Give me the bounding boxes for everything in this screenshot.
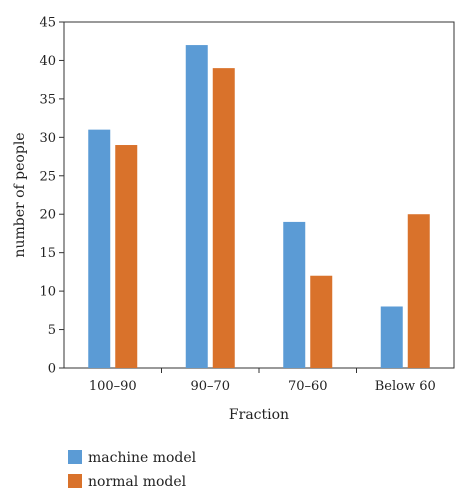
x-tick-label: 70–60 xyxy=(288,379,328,394)
bar-machine-model xyxy=(283,221,306,368)
legend: machine model normal model xyxy=(68,450,197,490)
bars xyxy=(88,45,430,369)
y-tick-label: 25 xyxy=(39,169,56,184)
x-tick-label: Below 60 xyxy=(375,379,436,394)
y-tick-label: 10 xyxy=(39,285,56,300)
bar-normal-model xyxy=(115,145,138,368)
y-tick-label: 30 xyxy=(39,131,56,146)
y-axis-title: number of people xyxy=(12,132,28,257)
y-tick-label: 40 xyxy=(39,54,56,69)
legend-label: normal model xyxy=(88,474,187,490)
x-axis: 100–90 90–70 70–60 Below 60 xyxy=(89,368,436,394)
bar-normal-model xyxy=(212,68,235,368)
y-tick-label: 15 xyxy=(39,246,56,261)
y-tick-label: 35 xyxy=(39,92,56,107)
y-tick-label: 5 xyxy=(48,323,56,338)
bar-machine-model xyxy=(185,45,208,369)
y-axis: 0 5 10 15 20 25 30 35 40 45 xyxy=(39,16,64,377)
bar-normal-model xyxy=(310,275,333,368)
x-tick-label: 90–70 xyxy=(190,379,230,394)
y-tick-label: 45 xyxy=(39,16,56,31)
legend-label: machine model xyxy=(88,450,197,466)
legend-swatch xyxy=(68,474,82,488)
y-tick-label: 0 xyxy=(48,362,56,377)
y-tick-label: 20 xyxy=(39,208,56,223)
bar-machine-model xyxy=(380,306,403,368)
legend-swatch xyxy=(68,450,82,464)
x-tick-label: 100–90 xyxy=(89,379,137,394)
bar-normal-model xyxy=(407,214,430,368)
x-axis-title: Fraction xyxy=(229,407,289,423)
bar-machine-model xyxy=(88,129,111,368)
